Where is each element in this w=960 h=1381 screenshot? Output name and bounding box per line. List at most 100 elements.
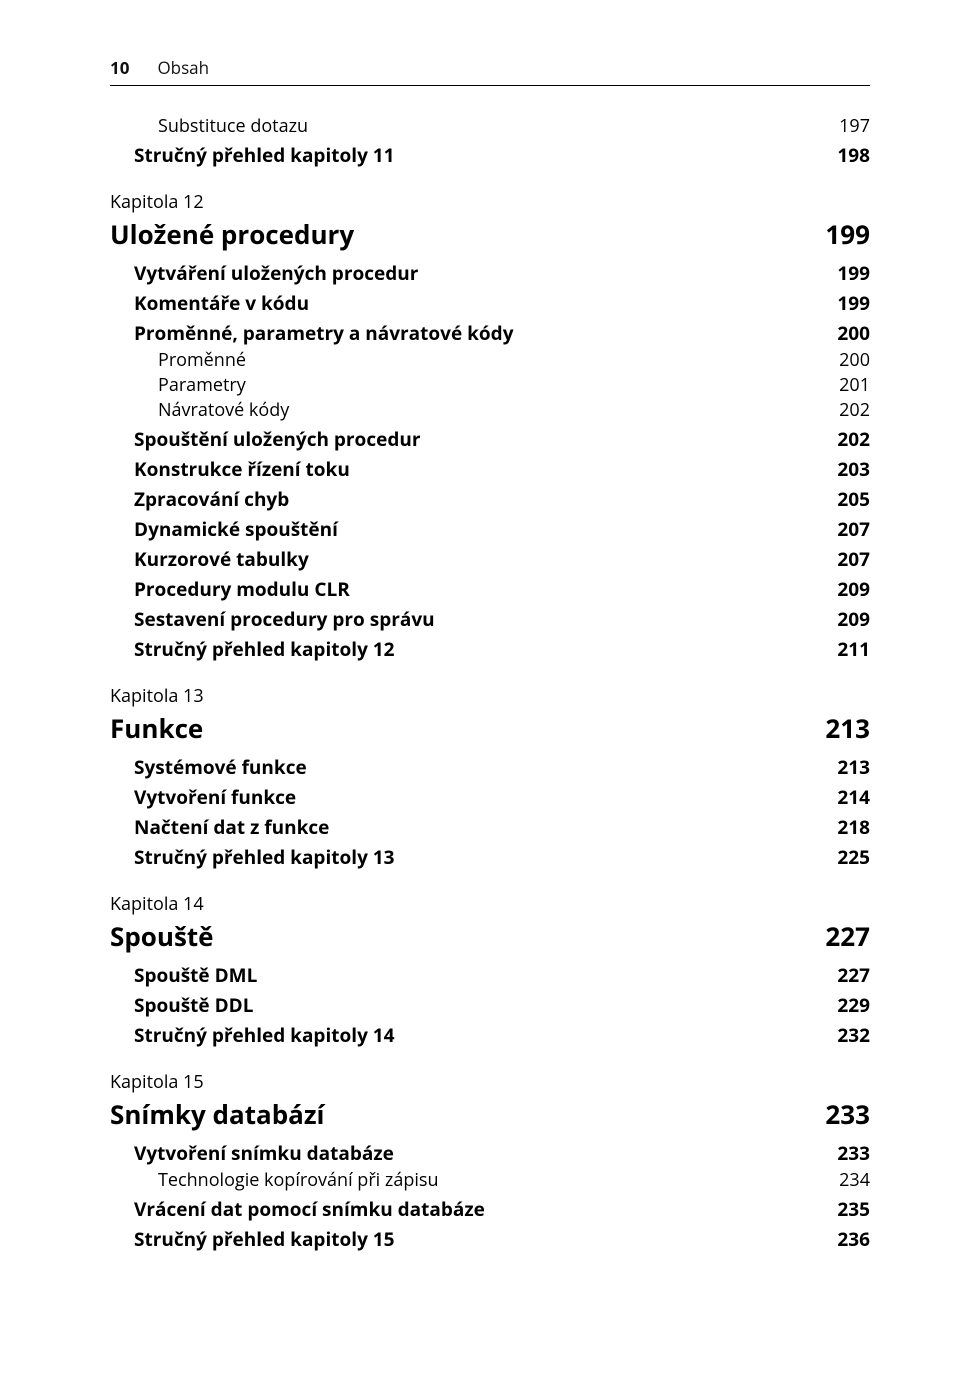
toc-entry-page: 234 <box>830 1168 870 1192</box>
toc-entry-label: Substituce dotazu <box>158 114 830 138</box>
toc-entry-label: Stručný přehled kapitoly 13 <box>134 844 830 870</box>
toc-entry: Stručný přehled kapitoly 14232 <box>110 1022 870 1048</box>
toc-entry-page: 233 <box>830 1140 870 1166</box>
toc-entry-label: Kapitola 13 <box>110 684 870 708</box>
toc-entry-page: 229 <box>830 992 870 1018</box>
toc-entry: Kapitola 14 <box>110 892 870 916</box>
running-title: Obsah <box>157 56 209 79</box>
toc-entry-label: Proměnné <box>158 348 830 372</box>
toc-entry-label: Parametry <box>158 373 830 397</box>
table-of-contents: Substituce dotazu197 Stručný přehled kapi… <box>110 114 870 1252</box>
toc-entry: Dynamické spouštění207 <box>110 516 870 542</box>
toc-entry-label: Uložené procedury <box>110 216 825 252</box>
toc-entry-page: 199 <box>830 260 870 286</box>
toc-entry: Zpracování chyb205 <box>110 486 870 512</box>
toc-entry: Substituce dotazu197 <box>110 114 870 138</box>
toc-entry-label: Kapitola 15 <box>110 1070 870 1094</box>
toc-entry: Komentáře v kódu199 <box>110 290 870 316</box>
toc-entry: Kapitola 12 <box>110 190 870 214</box>
page: 10 Obsah Substituce dotazu197 Stručný pře… <box>0 0 960 1381</box>
toc-entry-label: Vrácení dat pomocí snímku databáze <box>134 1196 830 1222</box>
toc-entry: Funkce213 <box>110 710 870 746</box>
toc-entry-page: 202 <box>830 426 870 452</box>
toc-entry-label: Načtení dat z funkce <box>134 814 830 840</box>
toc-entry-label: Procedury modulu CLR <box>134 576 830 602</box>
toc-entry-label: Stručný přehled kapitoly 14 <box>134 1022 830 1048</box>
toc-entry: Systémové funkce213 <box>110 754 870 780</box>
toc-entry: Proměnné200 <box>110 348 870 372</box>
toc-entry-page: 209 <box>830 606 870 632</box>
toc-entry-label: Vytváření uložených procedur <box>134 260 830 286</box>
toc-entry-label: Proměnné, parametry a návratové kódy <box>134 320 830 346</box>
toc-entry-page: 211 <box>830 636 870 662</box>
toc-entry: Kapitola 15 <box>110 1070 870 1094</box>
running-page-number: 10 <box>110 56 129 79</box>
toc-entry: Stručný přehled kapitoly 13225 <box>110 844 870 870</box>
toc-entry-label: Sestavení procedury pro správu <box>134 606 830 632</box>
toc-entry-label: Kurzorové tabulky <box>134 546 830 572</box>
toc-entry-page: 198 <box>830 142 870 168</box>
toc-entry-page: 214 <box>830 784 870 810</box>
toc-entry-page: 233 <box>825 1096 870 1132</box>
toc-entry-page: 207 <box>830 516 870 542</box>
toc-entry: Sestavení procedury pro správu209 <box>110 606 870 632</box>
toc-entry-page: 236 <box>830 1226 870 1252</box>
toc-entry: Uložené procedury199 <box>110 216 870 252</box>
toc-entry-page: 225 <box>830 844 870 870</box>
toc-entry-page: 199 <box>825 216 870 252</box>
toc-entry: Kurzorové tabulky207 <box>110 546 870 572</box>
toc-entry: Spouště DML227 <box>110 962 870 988</box>
toc-entry: Kapitola 13 <box>110 684 870 708</box>
toc-entry-label: Spouště <box>110 918 825 954</box>
toc-entry: Načtení dat z funkce218 <box>110 814 870 840</box>
toc-entry-label: Spouštění uložených procedur <box>134 426 830 452</box>
toc-entry-label: Kapitola 12 <box>110 190 870 214</box>
toc-entry: Technologie kopírování při zápisu234 <box>110 1168 870 1192</box>
toc-entry-label: Snímky databází <box>110 1096 825 1132</box>
toc-entry-page: 203 <box>830 456 870 482</box>
toc-entry-page: 201 <box>830 373 870 397</box>
toc-entry: Spouštění uložených procedur202 <box>110 426 870 452</box>
toc-entry-page: 227 <box>825 918 870 954</box>
toc-entry-label: Návratové kódy <box>158 398 830 422</box>
toc-entry: Vrácení dat pomocí snímku databáze235 <box>110 1196 870 1222</box>
toc-entry: Návratové kódy202 <box>110 398 870 422</box>
toc-entry-page: 232 <box>830 1022 870 1048</box>
toc-entry-label: Funkce <box>110 710 825 746</box>
toc-entry-label: Stručný přehled kapitoly 15 <box>134 1226 830 1252</box>
toc-entry: Snímky databází233 <box>110 1096 870 1132</box>
toc-entry: Konstrukce řízení toku203 <box>110 456 870 482</box>
toc-entry: Spouště DDL229 <box>110 992 870 1018</box>
toc-entry: Procedury modulu CLR209 <box>110 576 870 602</box>
toc-entry: Stručný přehled kapitoly 11198 <box>110 142 870 168</box>
toc-entry-label: Vytvoření snímku databáze <box>134 1140 830 1166</box>
toc-entry-label: Technologie kopírování při zápisu <box>158 1168 830 1192</box>
toc-entry-page: 199 <box>830 290 870 316</box>
toc-entry-label: Zpracování chyb <box>134 486 830 512</box>
toc-entry: Vytváření uložených procedur199 <box>110 260 870 286</box>
toc-entry-page: 200 <box>830 320 870 346</box>
toc-entry-page: 202 <box>830 398 870 422</box>
toc-entry: Vytvoření snímku databáze233 <box>110 1140 870 1166</box>
toc-entry-page: 205 <box>830 486 870 512</box>
toc-entry: Vytvoření funkce214 <box>110 784 870 810</box>
toc-entry-label: Spouště DML <box>134 962 830 988</box>
running-head: 10 Obsah <box>110 56 870 86</box>
toc-entry-label: Komentáře v kódu <box>134 290 830 316</box>
toc-entry-page: 227 <box>830 962 870 988</box>
toc-entry-label: Stručný přehled kapitoly 12 <box>134 636 830 662</box>
toc-entry-label: Stručný přehled kapitoly 11 <box>134 142 830 168</box>
toc-entry: Proměnné, parametry a návratové kódy200 <box>110 320 870 346</box>
toc-entry-label: Spouště DDL <box>134 992 830 1018</box>
toc-entry-label: Dynamické spouštění <box>134 516 830 542</box>
toc-entry-page: 218 <box>830 814 870 840</box>
toc-entry-label: Systémové funkce <box>134 754 830 780</box>
toc-entry-label: Kapitola 14 <box>110 892 870 916</box>
toc-entry-page: 213 <box>825 710 870 746</box>
toc-entry-page: 213 <box>830 754 870 780</box>
toc-entry-page: 207 <box>830 546 870 572</box>
toc-entry-label: Vytvoření funkce <box>134 784 830 810</box>
toc-entry: Stručný přehled kapitoly 12211 <box>110 636 870 662</box>
toc-entry-page: 209 <box>830 576 870 602</box>
toc-entry-page: 200 <box>830 348 870 372</box>
